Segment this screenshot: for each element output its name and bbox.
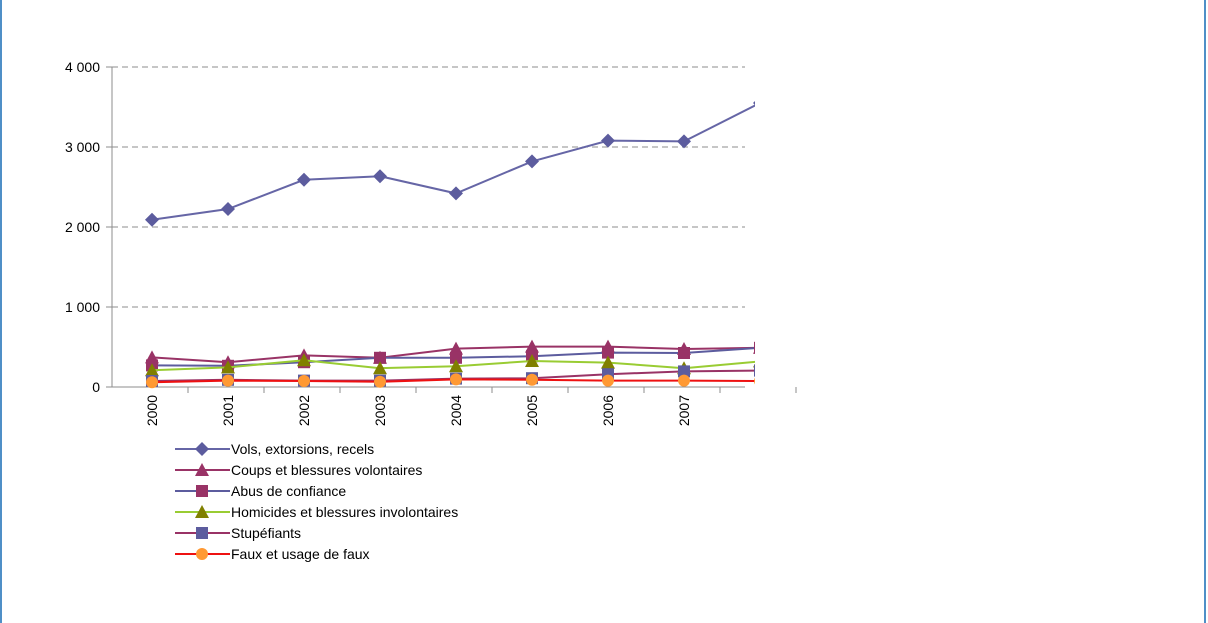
- data-point: [145, 363, 159, 377]
- data-point: [601, 133, 615, 148]
- series-1: [145, 101, 755, 227]
- legend-marker: [196, 548, 208, 560]
- grid-lines: [112, 66, 745, 308]
- data-point: [753, 101, 755, 105]
- y-tick-label: 0: [92, 379, 100, 395]
- legend-label: Homicides et blessures involontaires: [231, 504, 458, 520]
- y-tick-labels: 0 1 000 2 000 3 000 4 000: [65, 59, 100, 395]
- data-point: [753, 350, 755, 354]
- data-point: [221, 202, 235, 216]
- x-tick-label: 2006: [600, 395, 616, 426]
- data-point: [449, 341, 463, 355]
- data-point: [450, 351, 462, 364]
- data-point: [449, 359, 463, 373]
- legend-item: Vols, extorsions, recels: [175, 441, 374, 457]
- x-tick-labels: 2000 2001 2002 2003 2004 2005 2006 2007 2008: [144, 395, 768, 426]
- y-tick-label: 2 000: [65, 219, 100, 235]
- data-point: [298, 375, 310, 387]
- x-tick-label: 2007: [676, 395, 692, 426]
- x-tick-label: 2008: [752, 395, 768, 426]
- y-tick-label: 3 000: [65, 139, 100, 155]
- data-point: [449, 186, 463, 201]
- series-line: [151, 104, 755, 221]
- data-point: [678, 365, 690, 378]
- data-point: [754, 377, 755, 385]
- legend-item: Stupéfiants: [175, 525, 301, 541]
- legend-label: Vols, extorsions, recels: [231, 441, 374, 457]
- data-point: [373, 361, 387, 375]
- data-point: [374, 351, 386, 364]
- legend-item: Coups et blessures volontaires: [175, 462, 422, 478]
- legend-label: Abus de confiance: [231, 483, 346, 499]
- series-layer: [145, 101, 755, 389]
- data-point: [222, 374, 234, 387]
- legend-marker: [195, 505, 209, 518]
- data-point: [525, 154, 539, 169]
- data-point: [601, 355, 615, 369]
- legend-marker: [195, 442, 209, 456]
- data-point: [677, 134, 691, 149]
- data-point: [754, 364, 755, 377]
- data-point: [373, 169, 387, 184]
- data-point: [753, 363, 755, 368]
- series-4: [145, 353, 755, 377]
- x-tick-label: 2002: [296, 395, 312, 426]
- data-point: [297, 172, 311, 187]
- data-point: [525, 354, 539, 367]
- x-tick-label: 2004: [448, 395, 464, 426]
- x-tick-label: 2000: [144, 395, 160, 426]
- data-point: [450, 373, 462, 386]
- legend-item: Homicides et blessures involontaires: [175, 504, 458, 520]
- data-point: [297, 353, 311, 367]
- legend-label: Stupéfiants: [231, 525, 301, 541]
- data-point: [754, 341, 755, 354]
- axes: [106, 66, 797, 393]
- x-tick-label: 2005: [524, 395, 540, 426]
- data-point: [602, 374, 614, 387]
- data-point: [146, 376, 158, 389]
- y-tick-label: 4 000: [65, 59, 100, 75]
- x-tick-label: 2001: [220, 395, 236, 426]
- data-point: [374, 375, 386, 388]
- data-point: [602, 346, 614, 359]
- legend-marker: [196, 485, 208, 497]
- legend-label: Coups et blessures volontaires: [231, 462, 422, 478]
- y-tick-label: 1 000: [65, 299, 100, 315]
- data-point: [678, 374, 690, 387]
- data-point: [678, 347, 690, 359]
- x-tick-label: 2003: [372, 395, 388, 426]
- legend-marker: [195, 463, 209, 476]
- data-point: [526, 373, 538, 386]
- data-point: [525, 339, 539, 353]
- legend-label: Faux et usage de faux: [231, 546, 370, 562]
- legend-item: Abus de confiance: [175, 483, 346, 499]
- series-6: [146, 373, 755, 389]
- legend: Vols, extorsions, recels Coups et blessur…: [175, 441, 458, 562]
- legend-marker: [196, 527, 208, 539]
- data-point: [221, 360, 235, 374]
- data-point: [145, 212, 159, 227]
- legend-item: Faux et usage de faux: [175, 546, 370, 562]
